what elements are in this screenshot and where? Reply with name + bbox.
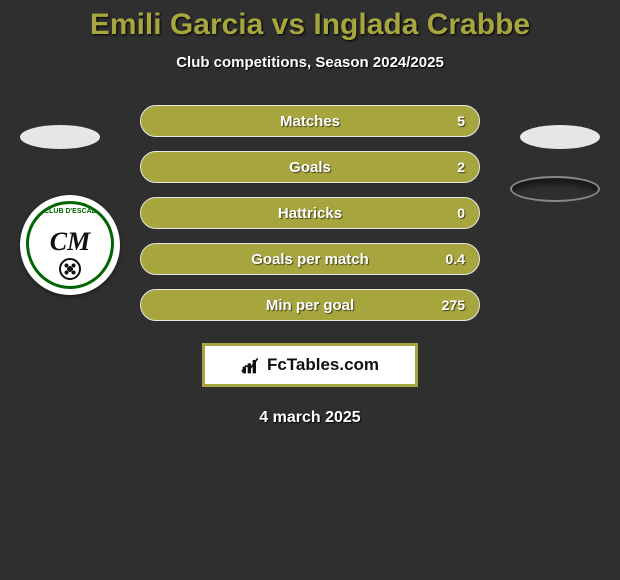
stat-value-right: 0.4 [446,251,465,267]
stat-value-right: 275 [442,297,465,313]
stat-label: Goals [289,159,331,176]
stat-row: Goals per match 0.4 [140,243,480,275]
stat-value-right: 0 [457,205,465,221]
stat-value-right: 2 [457,159,465,175]
brand-text: FcTables.com [267,355,379,375]
stat-row: Matches 5 [140,105,480,137]
logo-initials: CM [50,227,90,257]
stat-row: Min per goal 275 [140,289,480,321]
stat-label: Goals per match [251,251,369,268]
stat-label: Min per goal [266,297,354,314]
stat-value-right: 5 [457,113,465,129]
stat-row: Goals 2 [140,151,480,183]
logo-top-text: CLUB D'ESCAL [44,208,96,215]
soccer-ball-icon [59,258,81,280]
stat-row: Hattricks 0 [140,197,480,229]
right-oval-decor-2 [510,176,600,202]
right-oval-decor [520,125,600,149]
date-text: 4 march 2025 [0,409,620,427]
stat-label: Hattricks [278,205,342,222]
page-title: Emili Garcia vs Inglada Crabbe [0,0,620,42]
stat-label: Matches [280,113,340,130]
club-logo: CLUB D'ESCAL CM [20,195,120,295]
brand-box[interactable]: FcTables.com [202,343,418,387]
left-oval-decor [20,125,100,149]
subtitle: Club competitions, Season 2024/2025 [0,54,620,71]
bar-chart-icon [241,355,261,375]
